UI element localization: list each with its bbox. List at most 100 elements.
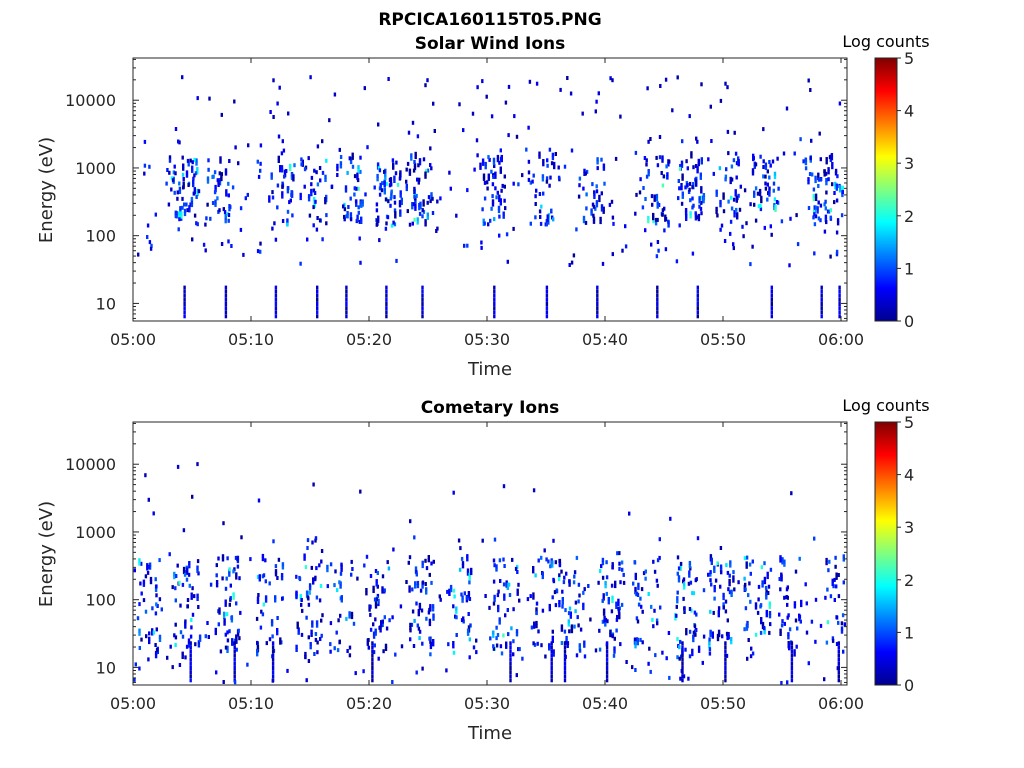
spectrogram-cell <box>692 630 696 635</box>
spectrogram-cell <box>489 218 492 223</box>
spectrogram-cell <box>133 568 136 573</box>
spectrogram-cell <box>307 659 311 663</box>
spectrogram-cell <box>663 206 666 211</box>
spectrogram-cell <box>189 678 192 683</box>
spectrogram-cell <box>386 215 390 220</box>
spectrogram-cell <box>385 221 388 226</box>
spectrogram-cell <box>214 199 217 204</box>
spectrogram-cell <box>377 166 381 171</box>
spectrogram-cell <box>605 674 609 679</box>
spectrogram-cell <box>759 630 763 635</box>
spectrogram-cell <box>535 624 538 629</box>
spectrogram-cell <box>225 576 228 581</box>
spectrogram-cell <box>787 635 790 640</box>
spectrogram-cell <box>316 310 319 315</box>
spectrogram-cell <box>793 151 796 156</box>
spectrogram-cell <box>399 212 402 217</box>
spectrogram-cell <box>226 556 229 561</box>
spectrogram-cell <box>214 627 217 632</box>
spectrogram-cell <box>321 139 324 144</box>
spectrogram-cell <box>729 231 732 236</box>
spectrogram-cell <box>196 593 199 598</box>
spectrogram-cell <box>725 653 729 658</box>
spectrogram-cell <box>236 559 240 564</box>
spectrogram-cell <box>677 578 681 583</box>
spectrogram-cell <box>732 578 735 583</box>
spectrogram-cell <box>831 182 834 187</box>
spectrogram-cell <box>495 636 498 641</box>
spectrogram-cell <box>224 171 228 176</box>
spectrogram-cell <box>350 559 353 564</box>
spectrogram-cell <box>495 625 498 630</box>
spectrogram-cell <box>728 578 731 583</box>
spectrogram-cell <box>831 161 834 166</box>
spectrogram-cell <box>650 194 654 199</box>
spectrogram-cell <box>817 200 820 205</box>
spectrogram-cell <box>583 168 586 173</box>
spectrogram-cell <box>301 159 304 164</box>
spectrogram-cell <box>531 179 534 184</box>
spectrogram-cell <box>228 572 231 577</box>
spectrogram-cell <box>615 628 618 633</box>
spectrogram-cell <box>497 209 501 214</box>
spectrogram-cell <box>325 221 328 226</box>
spectrogram-cell <box>232 595 235 600</box>
spectrogram-cell <box>549 564 552 569</box>
spectrogram-cell <box>766 182 769 187</box>
spectrogram-cell <box>517 182 520 187</box>
spectrogram-cell <box>546 158 549 163</box>
spectrogram-cell <box>696 314 699 319</box>
spectrogram-cell <box>824 171 828 176</box>
spectrogram-cell <box>484 161 487 166</box>
spectrogram-cell <box>682 674 686 679</box>
spectrogram-cell <box>348 156 351 161</box>
spectrogram-cell <box>415 670 418 675</box>
spectrogram-cell <box>472 645 476 650</box>
spectrogram-cell <box>380 623 383 628</box>
spectrogram-cell <box>749 202 752 207</box>
spectrogram-cell <box>602 166 606 171</box>
spectrogram-cell <box>499 148 502 153</box>
spectrogram-cell <box>838 188 842 193</box>
spectrogram-cell <box>228 602 231 607</box>
spectrogram-cell <box>790 666 794 670</box>
spectrogram-cell <box>146 223 150 228</box>
spectrogram-cell <box>733 130 736 135</box>
spectrogram-cell <box>549 175 552 180</box>
spectrogram-cell <box>189 158 192 163</box>
spectrogram-cell <box>685 217 688 221</box>
spectrogram-cell <box>360 200 363 205</box>
spectrogram-cell <box>487 176 490 181</box>
spectrogram-cell <box>462 619 465 624</box>
spectrogram-cell <box>697 645 701 650</box>
spectrogram-cell <box>271 645 275 650</box>
spectrogram-cell <box>545 310 549 315</box>
spectrogram-cell <box>467 594 471 599</box>
spectrogram-cell <box>414 151 417 156</box>
spectrogram-cell <box>196 559 200 564</box>
spectrogram-cell <box>271 678 274 683</box>
spectrogram-cell <box>550 670 553 675</box>
spectrogram-cell <box>286 186 290 191</box>
spectrogram-cell <box>534 194 537 199</box>
spectrogram-cell <box>453 594 456 599</box>
spectrogram-cell <box>527 125 530 130</box>
spectrogram-cell <box>709 572 712 577</box>
spectrogram-cell <box>710 561 713 565</box>
spectrogram-cell <box>416 623 419 628</box>
spectrogram-cell <box>676 571 679 576</box>
spectrogram-cell <box>375 579 378 584</box>
spectrogram-cell <box>655 254 659 259</box>
spectrogram-cell <box>480 245 483 250</box>
spectrogram-cell <box>598 198 601 203</box>
spectrogram-cell <box>615 617 619 622</box>
spectrogram-cell <box>681 176 684 181</box>
spectrogram-cell <box>793 652 796 657</box>
spectrogram-cell <box>573 574 576 579</box>
spectrogram-cell <box>411 205 414 210</box>
spectrogram-cell <box>375 582 378 587</box>
spectrogram-cell <box>399 604 403 609</box>
spectrogram-cell <box>834 171 838 176</box>
spectrogram-cell <box>786 680 789 685</box>
spectrogram-cell <box>310 188 313 193</box>
